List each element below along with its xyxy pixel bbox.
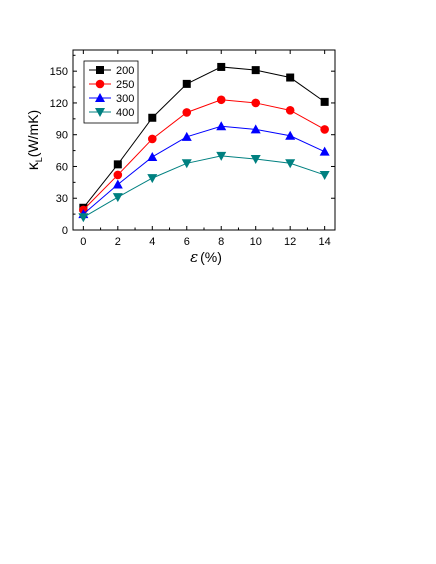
legend-marker: [95, 79, 105, 89]
data-point: [319, 170, 330, 180]
y-axis-title: κL(W/mK): [25, 110, 44, 170]
data-point: [216, 95, 226, 105]
x-tick-label: 14: [319, 236, 331, 248]
data-point: [78, 213, 89, 223]
x-tick-label: 10: [250, 236, 262, 248]
data-point: [217, 62, 226, 71]
series-200: [79, 62, 329, 212]
data-point: [320, 97, 329, 106]
legend-label: 400: [116, 107, 134, 119]
legend-marker: [95, 93, 105, 102]
data-point: [216, 151, 227, 161]
series-300: [78, 121, 330, 219]
data-point: [147, 174, 158, 184]
y-tick-label: 150: [50, 66, 68, 78]
data-point: [181, 131, 192, 141]
series-line: [83, 155, 325, 218]
data-point: [319, 146, 330, 156]
data-point: [112, 193, 123, 203]
x-tick-label: 12: [284, 236, 296, 248]
series-400: [78, 151, 330, 223]
data-point: [182, 108, 192, 117]
legend-item: 300: [89, 93, 134, 105]
data-point: [285, 130, 296, 140]
data-point: [112, 179, 123, 189]
x-axis-title: ε (%): [190, 248, 222, 266]
series-line: [82, 66, 325, 209]
y-axis-ticks: 0 30 60 90 120 150: [50, 54, 335, 237]
data-point: [113, 170, 123, 180]
x-tick-label: 0: [80, 236, 86, 248]
x-tick-label: 4: [149, 236, 155, 248]
x-tick-label: 6: [184, 236, 190, 248]
y-tick-label: 90: [56, 130, 68, 142]
x-tick-label: 2: [115, 236, 121, 248]
x-axis-ticks: 0 2 4 6 8 10 12 14: [80, 50, 331, 248]
data-point: [320, 125, 329, 134]
legend-label: 250: [116, 79, 134, 91]
data-point: [182, 79, 191, 88]
legend-item: 250: [89, 79, 134, 91]
series-line: [83, 125, 325, 215]
legend-box: [83, 60, 139, 124]
series-layer: [78, 62, 330, 223]
legend: 200 250 300 400: [83, 60, 139, 124]
legend-item: 200: [89, 65, 134, 77]
data-point: [251, 66, 260, 75]
x-tick-label: 8: [218, 236, 224, 248]
legend-item: 400: [89, 107, 134, 119]
data-point: [250, 155, 261, 165]
data-point: [216, 121, 227, 131]
y-tick-label: 120: [50, 98, 68, 110]
legend-label: 200: [116, 65, 134, 77]
legend-label: 300: [116, 93, 134, 105]
data-point: [250, 124, 261, 134]
data-point: [286, 73, 295, 82]
data-point: [251, 98, 261, 108]
data-point: [181, 159, 192, 169]
data-point: [147, 151, 158, 161]
series-250: [79, 95, 329, 215]
y-tick-label: 60: [56, 161, 68, 173]
data-point: [285, 159, 296, 169]
data-point: [147, 134, 157, 144]
y-tick-label: 0: [62, 225, 68, 237]
series-line: [82, 99, 325, 211]
legend-marker: [96, 66, 104, 74]
y-tick-label: 30: [56, 193, 68, 205]
data-point: [113, 160, 122, 169]
data-point: [148, 113, 157, 122]
data-point: [285, 106, 295, 115]
legend-marker: [95, 108, 105, 117]
